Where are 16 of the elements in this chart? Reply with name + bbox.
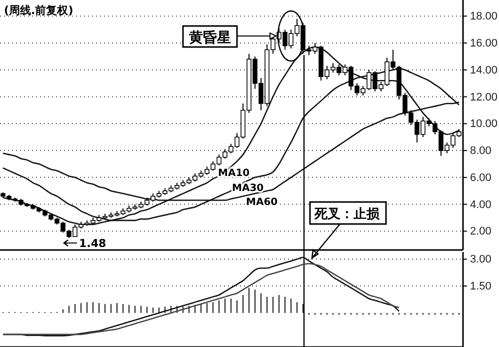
y-tick-label: 3.00: [470, 254, 492, 266]
y-tick-label: 8.00: [470, 145, 492, 158]
annotation: 死叉：止损: [314, 207, 380, 222]
series-label: MA60: [246, 197, 278, 208]
annotation: 1.48: [79, 237, 106, 250]
y-tick-label: 14.00: [470, 64, 498, 76]
y-tick-label: 4.00: [470, 198, 492, 211]
chart-title: (周线.前复权): [4, 4, 74, 17]
y-tick-label: 18.00: [470, 10, 498, 23]
y-tick-label: 12.00: [470, 91, 498, 104]
y-tick-label: 16.00: [470, 38, 498, 50]
y-tick-label: 2.00: [470, 226, 492, 238]
y-tick-label: 6.00: [470, 172, 492, 184]
annotation: 黄昏星: [188, 29, 231, 46]
y-tick-label: 10.00: [470, 118, 498, 130]
y-tick-label: 1.50: [470, 280, 492, 293]
